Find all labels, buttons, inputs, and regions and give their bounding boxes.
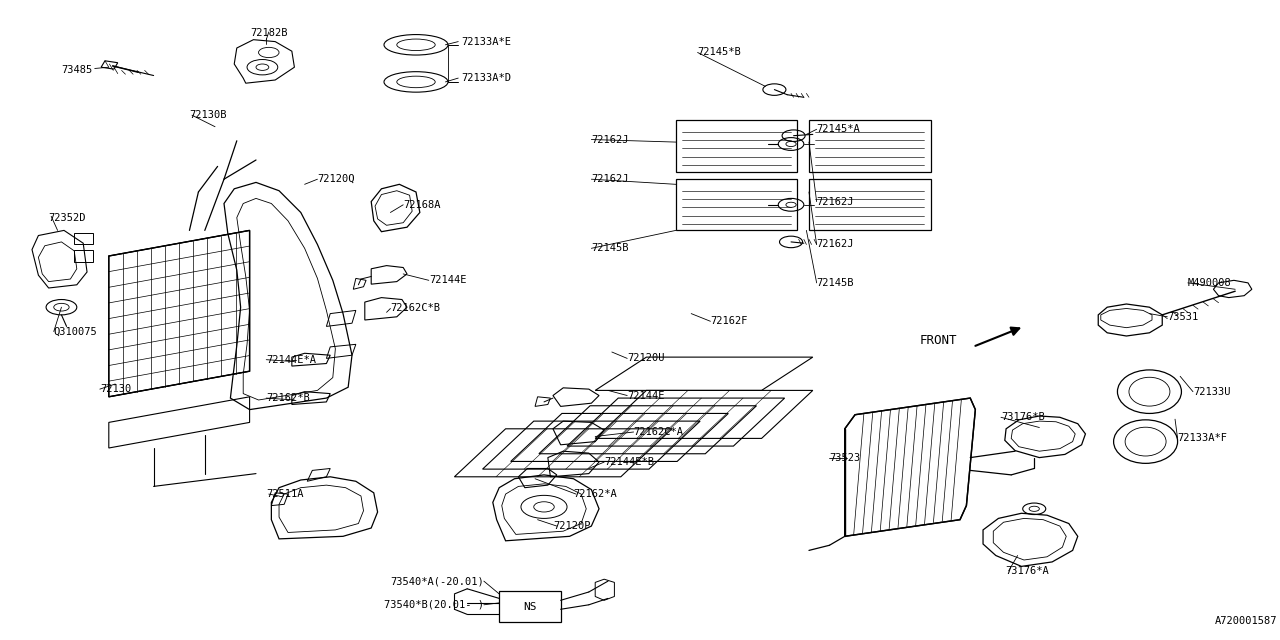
- Text: 72120U: 72120U: [627, 353, 664, 364]
- Text: M490008: M490008: [1188, 278, 1231, 288]
- Text: 72133A*E: 72133A*E: [461, 36, 511, 47]
- Bar: [74, 250, 93, 262]
- Text: 72130: 72130: [100, 384, 131, 394]
- Bar: [499, 591, 561, 622]
- Bar: [809, 179, 931, 230]
- Text: 72145B: 72145B: [817, 278, 854, 288]
- Text: 72130B: 72130B: [189, 110, 227, 120]
- Text: FRONT: FRONT: [920, 334, 957, 347]
- Text: 73540*A(-20.01): 73540*A(-20.01): [390, 576, 484, 586]
- Text: Q310075: Q310075: [54, 326, 97, 337]
- Text: 72162F: 72162F: [710, 316, 748, 326]
- Text: 72162*B: 72162*B: [266, 393, 310, 403]
- Text: 72145*A: 72145*A: [817, 124, 860, 134]
- Text: 73176*B: 73176*B: [1001, 412, 1044, 422]
- Text: 72144E: 72144E: [429, 275, 466, 285]
- Bar: [676, 120, 797, 172]
- Text: 72162C*B: 72162C*B: [390, 303, 440, 314]
- Text: 72120P: 72120P: [553, 521, 590, 531]
- Text: 72145B: 72145B: [591, 243, 628, 253]
- Text: 72133U: 72133U: [1193, 387, 1230, 397]
- Text: 72145*B: 72145*B: [698, 47, 741, 58]
- Text: 72144E*A: 72144E*A: [266, 355, 316, 365]
- Text: 72162J: 72162J: [817, 239, 854, 250]
- Text: 73523: 73523: [829, 452, 860, 463]
- Text: 73531: 73531: [1167, 312, 1198, 322]
- Text: 73485: 73485: [61, 65, 92, 76]
- Text: NS: NS: [524, 602, 536, 612]
- Text: 72144E: 72144E: [627, 390, 664, 401]
- Text: 72162J: 72162J: [817, 196, 854, 207]
- Text: 72162J: 72162J: [591, 134, 628, 145]
- Text: 72168A: 72168A: [403, 200, 440, 210]
- Text: 72352D: 72352D: [49, 212, 86, 223]
- Text: 72182B: 72182B: [250, 28, 288, 38]
- Text: 72133A*F: 72133A*F: [1178, 433, 1228, 444]
- Text: 72133A*D: 72133A*D: [461, 73, 511, 83]
- Text: 72162C*A: 72162C*A: [634, 427, 684, 437]
- Text: 73540*B(20.01- ): 73540*B(20.01- ): [384, 600, 484, 610]
- Text: 72162*A: 72162*A: [573, 489, 617, 499]
- Bar: [676, 179, 797, 230]
- Text: 72511A: 72511A: [266, 489, 303, 499]
- Bar: [809, 120, 931, 172]
- Text: 72162J: 72162J: [591, 174, 628, 184]
- Text: 72144E*B: 72144E*B: [604, 457, 654, 467]
- Text: 73176*A: 73176*A: [1005, 566, 1048, 576]
- Text: A720001587: A720001587: [1215, 616, 1277, 626]
- Bar: [74, 233, 93, 244]
- Text: 72120Q: 72120Q: [317, 174, 355, 184]
